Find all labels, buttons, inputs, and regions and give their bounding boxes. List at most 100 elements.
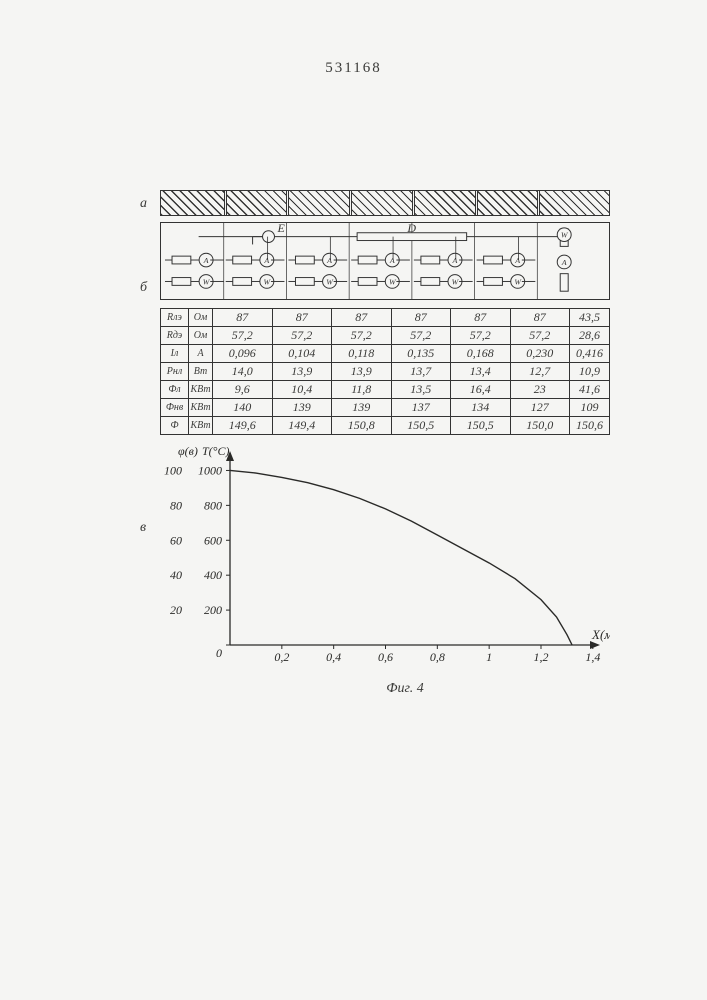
svg-text:20: 20 [170, 603, 182, 617]
table-cell: 41,6 [570, 381, 610, 399]
svg-text:φ(в): φ(в) [178, 444, 198, 458]
table-cell: 0,118 [332, 345, 392, 363]
svg-text:40: 40 [170, 568, 182, 582]
table-cell: 150,8 [332, 417, 392, 435]
svg-text:80: 80 [170, 498, 182, 512]
table-cell: 150,0 [510, 417, 570, 435]
table-cell: 87 [213, 309, 273, 327]
table-cell: 150,6 [570, 417, 610, 435]
svg-text:60: 60 [170, 533, 182, 547]
page-number: 531168 [0, 60, 707, 77]
hatch-slit [286, 191, 289, 215]
table-cell: 150,5 [451, 417, 511, 435]
table-cell: 0,230 [510, 345, 570, 363]
table-cell: 87 [332, 309, 392, 327]
table-row: RдэОм57,257,257,257,257,257,228,6 [161, 327, 610, 345]
table-cell: 139 [272, 399, 332, 417]
table-cell: 57,2 [510, 327, 570, 345]
svg-text:0: 0 [216, 646, 222, 660]
row-symbol: Pнл [161, 363, 189, 381]
table-cell: 57,2 [272, 327, 332, 345]
table-cell: 13,5 [391, 381, 451, 399]
panel-a-hatched-bar [160, 190, 610, 216]
svg-text:600: 600 [204, 533, 222, 547]
table-cell: 0,168 [451, 345, 511, 363]
table-cell: 140 [213, 399, 273, 417]
row-unit: Вт [189, 363, 213, 381]
table-row: IлА0,0960,1040,1180,1350,1680,2300,416 [161, 345, 610, 363]
svg-text:A: A [203, 256, 209, 265]
row-symbol: Rлэ [161, 309, 189, 327]
svg-text:1,4: 1,4 [585, 650, 600, 664]
table-cell: 57,2 [391, 327, 451, 345]
svg-text:A: A [514, 256, 520, 265]
table-row: ФлКВт9,610,411,813,516,42341,6 [161, 381, 610, 399]
svg-text:0,8: 0,8 [430, 650, 445, 664]
panel-c-label: в [140, 520, 146, 536]
table-cell: 87 [391, 309, 451, 327]
hatch-slit [224, 191, 227, 215]
svg-text:X(м): X(м) [591, 627, 610, 642]
table-cell: 139 [332, 399, 392, 417]
table-cell: 150,5 [391, 417, 451, 435]
table-cell: 0,135 [391, 345, 451, 363]
table-cell: 149,6 [213, 417, 273, 435]
row-symbol: Фнв [161, 399, 189, 417]
table-cell: 10,9 [570, 363, 610, 381]
svg-text:A: A [561, 258, 567, 267]
svg-text:1000: 1000 [198, 463, 222, 477]
chart-panel: 0202004040060600808001001000φ(в)T(°C)0,2… [160, 439, 610, 697]
panel-b-label: б [140, 280, 147, 296]
line-chart: 0202004040060600808001001000φ(в)T(°C)0,2… [160, 439, 610, 679]
svg-text:1,2: 1,2 [533, 650, 548, 664]
table-cell: 0,104 [272, 345, 332, 363]
row-symbol: Rдэ [161, 327, 189, 345]
row-unit: Ом [189, 327, 213, 345]
svg-text:200: 200 [204, 603, 222, 617]
table-cell: 16,4 [451, 381, 511, 399]
figure-4: а б E D AWAWAWAWAWAWWA RлэОм878787878787… [160, 190, 610, 697]
table-row: ФКВт149,6149,4150,8150,5150,5150,0150,6 [161, 417, 610, 435]
circuit-schematic: AWAWAWAWAWAWWA [161, 223, 609, 299]
panel-a-label: а [140, 196, 147, 212]
table-cell: 57,2 [451, 327, 511, 345]
table-cell: 109 [570, 399, 610, 417]
svg-text:A: A [389, 256, 395, 265]
data-table: RлэОм87878787878743,5RдэОм57,257,257,257… [160, 308, 610, 435]
table-cell: 13,9 [272, 363, 332, 381]
table-cell: 87 [272, 309, 332, 327]
table-row: PнлВт14,013,913,913,713,412,710,9 [161, 363, 610, 381]
figure-caption: Фиг. 4 [200, 681, 610, 697]
svg-text:800: 800 [204, 498, 222, 512]
table-cell: 127 [510, 399, 570, 417]
table-row: ФнвКВт140139139137134127109 [161, 399, 610, 417]
table-cell: 0,096 [213, 345, 273, 363]
hatch-slit [412, 191, 415, 215]
svg-text:0,6: 0,6 [378, 650, 393, 664]
svg-text:A: A [263, 256, 269, 265]
table-cell: 10,4 [272, 381, 332, 399]
svg-text:100: 100 [164, 463, 182, 477]
row-unit: КВт [189, 417, 213, 435]
table-cell: 134 [451, 399, 511, 417]
table-cell: 28,6 [570, 327, 610, 345]
svg-text:0,4: 0,4 [326, 650, 341, 664]
row-symbol: Ф [161, 417, 189, 435]
table-cell: 14,0 [213, 363, 273, 381]
table-cell: 57,2 [213, 327, 273, 345]
row-symbol: Фл [161, 381, 189, 399]
table-cell: 0,416 [570, 345, 610, 363]
svg-text:400: 400 [204, 568, 222, 582]
table-cell: 13,4 [451, 363, 511, 381]
svg-text:1: 1 [486, 650, 492, 664]
table-cell: 137 [391, 399, 451, 417]
row-unit: А [189, 345, 213, 363]
table-cell: 87 [510, 309, 570, 327]
svg-text:A: A [326, 256, 332, 265]
table-cell: 13,7 [391, 363, 451, 381]
hatch-fill [161, 191, 609, 215]
panel-b-circuit: E D AWAWAWAWAWAWWA [160, 222, 610, 300]
row-unit: КВт [189, 399, 213, 417]
table-cell: 149,4 [272, 417, 332, 435]
table-cell: 23 [510, 381, 570, 399]
